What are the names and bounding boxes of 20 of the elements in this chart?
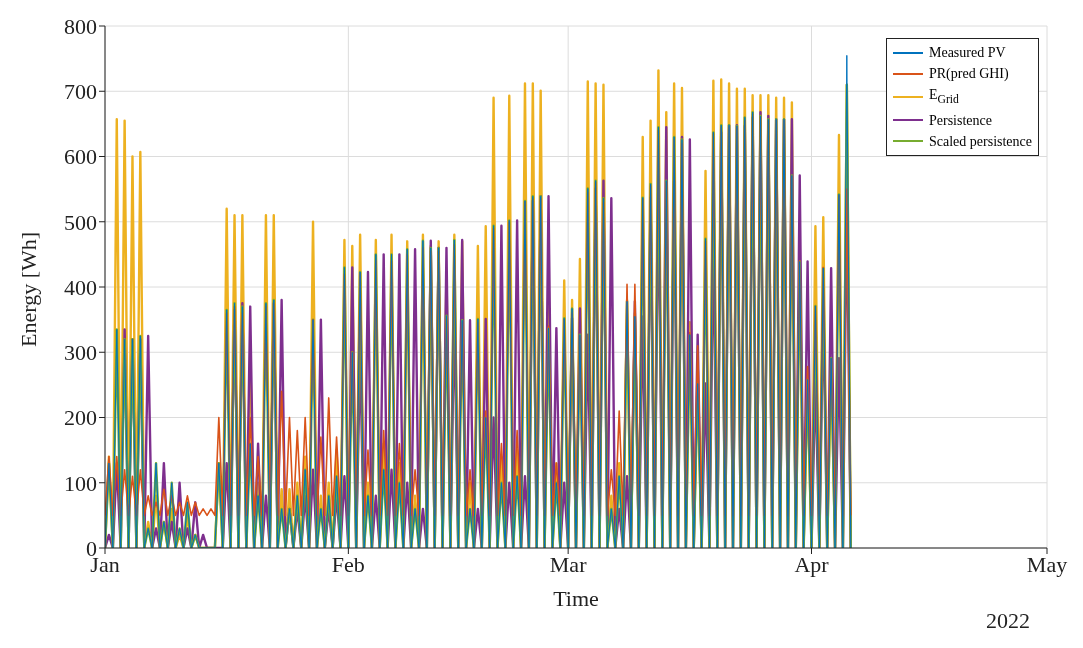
y-tick-label: 500 xyxy=(64,209,97,235)
legend-label: PR(pred GHI) xyxy=(928,65,1009,83)
x-tick-label: May xyxy=(1026,551,1068,577)
y-tick-label: 600 xyxy=(64,144,97,170)
y-tick-label: 300 xyxy=(64,340,97,366)
x-tick-label: Feb xyxy=(331,551,365,577)
y-axis-title: Energy [Wh] xyxy=(15,231,41,347)
legend-label: E$_{Grid}$ xyxy=(928,86,959,108)
x-tick-label: Mar xyxy=(549,551,588,577)
legend-label: Scaled persistence xyxy=(928,132,1032,151)
x-axis-title: Time xyxy=(553,586,599,611)
legend-label: Persistence xyxy=(928,111,992,130)
text: 2022 xyxy=(986,608,1030,634)
y-tick-label: 800 xyxy=(64,13,97,39)
y-tick-label: 100 xyxy=(64,470,97,496)
legend-label: Measured PV xyxy=(928,44,1006,62)
x-tick-label: Apr xyxy=(794,551,830,577)
y-tick-label: 700 xyxy=(64,79,97,105)
y-tick-label: 200 xyxy=(64,405,97,431)
y-tick-label: 400 xyxy=(64,274,97,300)
